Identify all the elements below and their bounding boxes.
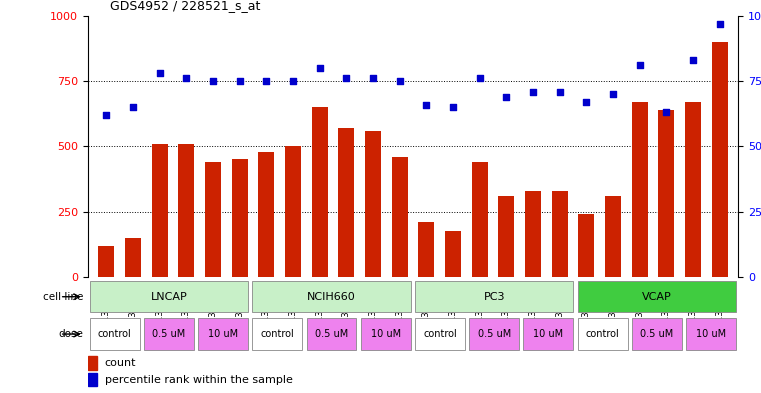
Point xyxy=(100,112,113,118)
Text: 10 uM: 10 uM xyxy=(371,329,401,339)
Point xyxy=(713,20,725,27)
Bar xyxy=(415,281,573,312)
Text: control: control xyxy=(586,329,619,339)
Bar xyxy=(307,318,356,350)
Text: 10 uM: 10 uM xyxy=(696,329,726,339)
Text: 0.5 uM: 0.5 uM xyxy=(152,329,186,339)
Point xyxy=(500,94,512,100)
Bar xyxy=(88,373,97,386)
Point xyxy=(260,78,272,84)
Bar xyxy=(88,356,97,369)
Bar xyxy=(361,318,411,350)
Text: 10 uM: 10 uM xyxy=(208,329,238,339)
Point xyxy=(234,78,246,84)
Point xyxy=(180,75,193,82)
Bar xyxy=(253,318,302,350)
Point xyxy=(154,70,166,76)
Bar xyxy=(470,318,519,350)
Point xyxy=(340,75,352,82)
Text: control: control xyxy=(260,329,295,339)
Bar xyxy=(525,191,541,277)
Bar xyxy=(258,152,274,277)
Bar xyxy=(365,131,380,277)
Bar xyxy=(552,191,568,277)
Bar xyxy=(144,318,194,350)
Bar xyxy=(632,318,682,350)
Bar xyxy=(524,318,573,350)
Text: cell line: cell line xyxy=(43,292,84,302)
Bar xyxy=(686,318,736,350)
Bar xyxy=(578,214,594,277)
Text: dose: dose xyxy=(59,329,84,339)
Bar xyxy=(578,281,736,312)
Text: control: control xyxy=(97,329,132,339)
Text: control: control xyxy=(423,329,457,339)
Bar xyxy=(632,102,648,277)
Bar xyxy=(285,146,301,277)
Point xyxy=(580,99,592,105)
Point xyxy=(473,75,486,82)
Bar xyxy=(338,128,354,277)
Text: 0.5 uM: 0.5 uM xyxy=(315,329,348,339)
Bar xyxy=(472,162,488,277)
Bar xyxy=(419,222,435,277)
Point xyxy=(447,104,459,110)
Bar xyxy=(415,318,465,350)
Point xyxy=(207,78,219,84)
Bar xyxy=(712,42,728,277)
Point xyxy=(287,78,299,84)
Bar xyxy=(311,107,327,277)
Point xyxy=(553,88,565,95)
Bar xyxy=(231,160,247,277)
Bar xyxy=(90,281,248,312)
Bar xyxy=(658,110,674,277)
Bar xyxy=(205,162,221,277)
Bar xyxy=(445,231,461,277)
Bar xyxy=(498,196,514,277)
Point xyxy=(393,78,406,84)
Bar xyxy=(198,318,248,350)
Text: percentile rank within the sample: percentile rank within the sample xyxy=(105,375,292,384)
Bar xyxy=(90,318,139,350)
Bar xyxy=(178,144,194,277)
Point xyxy=(686,57,699,63)
Point xyxy=(660,109,672,116)
Bar xyxy=(578,318,628,350)
Point xyxy=(367,75,379,82)
Text: 10 uM: 10 uM xyxy=(533,329,563,339)
Text: 0.5 uM: 0.5 uM xyxy=(478,329,511,339)
Bar xyxy=(151,144,167,277)
Point xyxy=(527,88,539,95)
Text: PC3: PC3 xyxy=(483,292,505,302)
Bar xyxy=(98,246,114,277)
Text: VCAP: VCAP xyxy=(642,292,672,302)
Text: 0.5 uM: 0.5 uM xyxy=(640,329,673,339)
Point xyxy=(314,65,326,71)
Text: NCIH660: NCIH660 xyxy=(307,292,356,302)
Bar xyxy=(253,281,411,312)
Point xyxy=(127,104,139,110)
Point xyxy=(633,62,645,68)
Text: count: count xyxy=(105,358,136,368)
Bar xyxy=(125,238,141,277)
Point xyxy=(420,101,432,108)
Bar xyxy=(605,196,621,277)
Bar xyxy=(685,102,701,277)
Text: GDS4952 / 228521_s_at: GDS4952 / 228521_s_at xyxy=(110,0,261,12)
Bar xyxy=(391,157,407,277)
Point xyxy=(607,91,619,97)
Text: LNCAP: LNCAP xyxy=(151,292,187,302)
